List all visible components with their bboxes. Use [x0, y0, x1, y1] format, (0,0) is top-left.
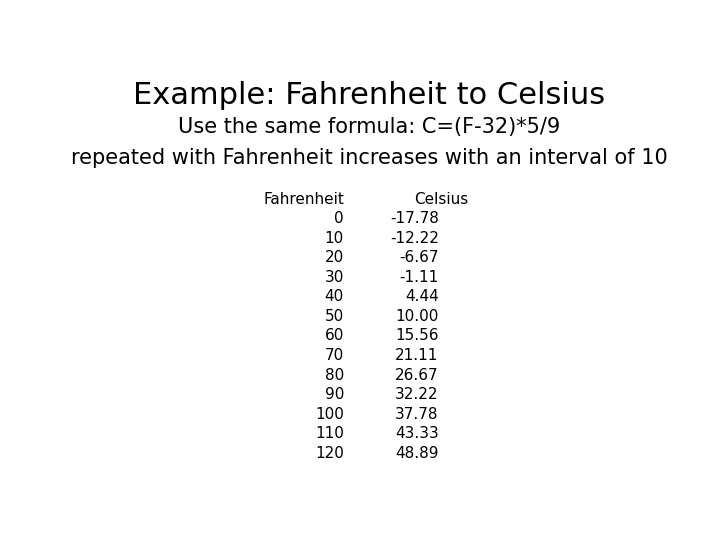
Text: 32.22: 32.22	[395, 387, 438, 402]
Text: 0: 0	[334, 211, 344, 226]
Text: 48.89: 48.89	[395, 446, 438, 461]
Text: 110: 110	[315, 426, 344, 441]
Text: 40: 40	[325, 289, 344, 305]
Text: 90: 90	[325, 387, 344, 402]
Text: 43.33: 43.33	[395, 426, 438, 441]
Text: 26.67: 26.67	[395, 368, 438, 382]
Text: 20: 20	[325, 250, 344, 265]
Text: 21.11: 21.11	[395, 348, 438, 363]
Text: repeated with Fahrenheit increases with an interval of 10: repeated with Fahrenheit increases with …	[71, 148, 667, 168]
Text: -6.67: -6.67	[400, 250, 438, 265]
Text: 30: 30	[325, 270, 344, 285]
Text: -1.11: -1.11	[400, 270, 438, 285]
Text: 37.78: 37.78	[395, 407, 438, 422]
Text: 15.56: 15.56	[395, 328, 438, 343]
Text: 100: 100	[315, 407, 344, 422]
Text: Fahrenheit: Fahrenheit	[263, 192, 344, 207]
Text: 60: 60	[325, 328, 344, 343]
Text: 70: 70	[325, 348, 344, 363]
Text: 80: 80	[325, 368, 344, 382]
Text: 10.00: 10.00	[395, 309, 438, 324]
Text: 120: 120	[315, 446, 344, 461]
Text: 50: 50	[325, 309, 344, 324]
Text: Celsius: Celsius	[413, 192, 468, 207]
Text: 4.44: 4.44	[405, 289, 438, 305]
Text: -12.22: -12.22	[390, 231, 438, 246]
Text: -17.78: -17.78	[390, 211, 438, 226]
Text: 10: 10	[325, 231, 344, 246]
Text: Use the same formula: C=(F-32)*5/9: Use the same formula: C=(F-32)*5/9	[178, 117, 560, 137]
Text: Example: Fahrenheit to Celsius: Example: Fahrenheit to Celsius	[133, 82, 605, 111]
